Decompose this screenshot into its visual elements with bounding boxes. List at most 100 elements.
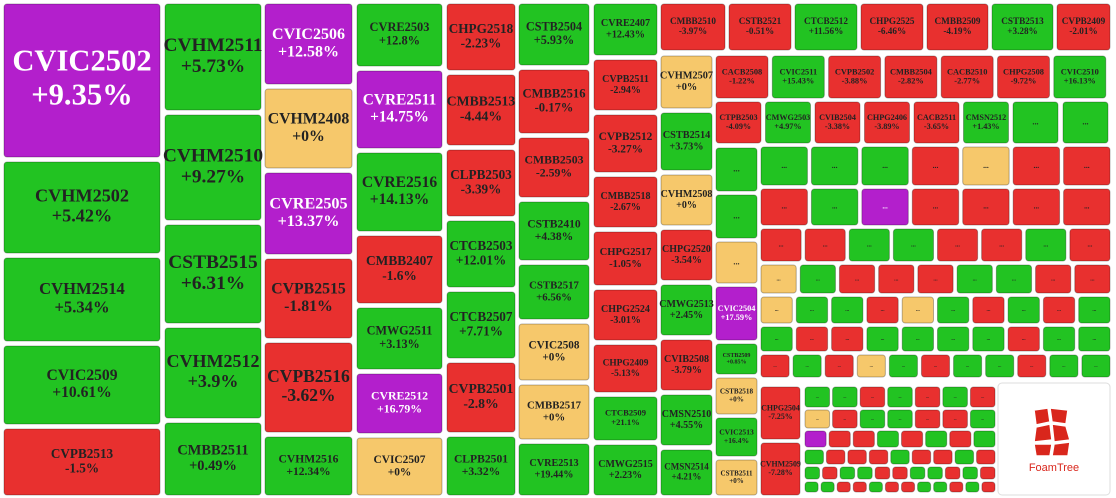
tile-value-label: +5.42%	[52, 206, 112, 226]
tile-label: CHPG2508	[1003, 67, 1044, 76]
tile-collapsed	[1012, 146, 1061, 186]
tile-ellipsis: ...	[916, 337, 920, 342]
tile	[814, 101, 861, 144]
tile-label: CVPB2512	[599, 131, 653, 143]
tile-value-label: +12.43%	[606, 29, 645, 40]
tile-label: CHPG2504	[761, 403, 800, 412]
tile-label: CACB2510	[947, 67, 987, 76]
tile-value-label: +19.44%	[535, 469, 574, 480]
tile-value-label: -2.77%	[954, 77, 980, 86]
tile-value-label: +6.56%	[536, 291, 572, 303]
tile-label: CTCB2507	[449, 309, 512, 324]
tile-collapsed	[884, 481, 900, 493]
tile-collapsed	[911, 449, 932, 465]
tile-value-label: +0%	[542, 352, 565, 364]
tile-collapsed	[972, 296, 1005, 324]
tile-value-label: +10.61%	[52, 384, 112, 401]
tile-ellipsis: ...	[954, 417, 957, 421]
tile-collapsed	[1017, 354, 1047, 378]
tile-label: CVIC2508	[529, 339, 580, 351]
tile-value-label: -0.17%	[535, 100, 574, 114]
tile-ellipsis: ...	[1084, 203, 1090, 211]
tile	[3, 3, 161, 158]
tile-label: CVIC2513	[719, 428, 754, 437]
tile-collapsed	[866, 296, 899, 324]
tile	[660, 449, 713, 496]
tile-label: CTCB2509	[605, 408, 646, 418]
tile-label: CMBB2517	[527, 400, 582, 412]
tile-value-label: -2.8%	[463, 396, 498, 411]
tile-label: CVIB2508	[664, 354, 709, 365]
tile-label: CVHM2514	[39, 279, 125, 298]
tile-label: CMBB2509	[935, 16, 981, 26]
tile-label: CACB2508	[722, 67, 762, 76]
tile-ellipsis: ...	[1082, 117, 1088, 126]
tile-collapsed	[810, 188, 859, 226]
tile-collapsed	[962, 146, 1010, 186]
tile-label: CTPB2503	[719, 113, 757, 122]
tile-collapsed	[804, 481, 819, 493]
tile-collapsed	[804, 466, 821, 480]
tile-label: CVIC2511	[779, 67, 817, 76]
tile	[765, 101, 811, 144]
tile-value-label: -3.62%	[282, 385, 336, 405]
tile-collapsed	[831, 326, 864, 352]
tile-value-label: +16.13%	[1064, 77, 1096, 86]
tile-value-label: +4.97%	[774, 122, 801, 131]
tile	[164, 3, 262, 111]
tile-value-label: -3.38%	[825, 122, 850, 131]
tile-label: CMSN2512	[966, 113, 1006, 122]
tile-ellipsis: ...	[882, 203, 888, 211]
tile-collapsed	[831, 296, 864, 324]
tile	[3, 428, 161, 496]
tile-ellipsis: ...	[779, 241, 784, 248]
tile-label: CSTB2521	[739, 16, 782, 26]
tile	[1053, 55, 1107, 99]
tile-collapsed	[933, 481, 948, 493]
tile-label: CVRE2513	[529, 458, 578, 469]
tile-value-label: +5.73%	[181, 56, 245, 77]
tile-ellipsis: ...	[1022, 307, 1027, 313]
tile-value-label: +0%	[543, 411, 565, 423]
tile-label: CVRE2516	[362, 174, 438, 191]
tile-ellipsis: ...	[881, 307, 886, 313]
tile-ellipsis: ...	[1084, 161, 1090, 170]
tile-value-label: +0%	[729, 396, 744, 404]
tile	[593, 3, 658, 56]
tile-collapsed	[901, 326, 935, 352]
tile-label: CHPG2406	[867, 113, 907, 122]
tile-label: CSTB2509	[723, 353, 751, 359]
tile	[715, 55, 769, 99]
tile-collapsed	[942, 386, 968, 408]
tile-collapsed	[995, 264, 1033, 294]
tile-label: CVRE2505	[269, 194, 347, 212]
tile-label: CHPG2524	[601, 304, 650, 315]
tile-label: CMWG2515	[598, 459, 652, 470]
tile-ellipsis: ...	[1012, 276, 1017, 282]
tile-collapsed	[1078, 296, 1111, 324]
tile-value-label: +12.01%	[456, 252, 506, 267]
tile-collapsed	[937, 296, 970, 324]
tile-ellipsis: ...	[773, 363, 776, 368]
tile-value-label: +1.43%	[972, 122, 999, 131]
tile-collapsed	[1069, 228, 1111, 262]
tile	[518, 264, 590, 320]
tile-collapsed	[911, 146, 960, 186]
tile-value-label: -9.72%	[1011, 77, 1037, 86]
tile-ellipsis: ...	[983, 161, 989, 170]
tile-collapsed	[925, 430, 948, 448]
tile-label: CVPB2501	[449, 381, 514, 396]
tile-ellipsis: ...	[987, 307, 992, 313]
tile-collapsed	[824, 354, 854, 378]
tile-ellipsis: ...	[871, 394, 874, 399]
tile	[660, 229, 713, 281]
tile	[164, 327, 262, 419]
tile-value-label: +0%	[292, 128, 325, 145]
tile	[660, 112, 713, 171]
tile	[446, 362, 516, 433]
tile	[446, 220, 516, 288]
tile-value-label: -4.09%	[726, 122, 751, 131]
tile-label: CSTB2511	[721, 469, 753, 477]
tile	[593, 114, 658, 173]
